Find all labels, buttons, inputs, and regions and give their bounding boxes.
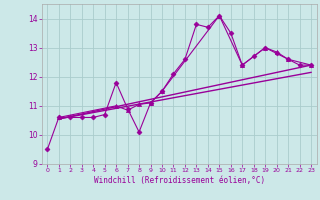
X-axis label: Windchill (Refroidissement éolien,°C): Windchill (Refroidissement éolien,°C) xyxy=(94,176,265,185)
